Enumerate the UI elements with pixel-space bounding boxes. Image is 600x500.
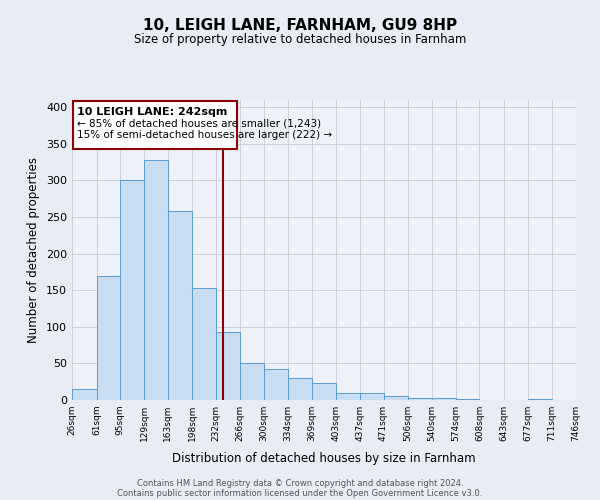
Text: ← 85% of detached houses are smaller (1,243): ← 85% of detached houses are smaller (1,… <box>77 118 321 128</box>
Bar <box>97 276 120 400</box>
Bar <box>193 288 216 400</box>
Text: 10, LEIGH LANE, FARNHAM, GU9 8HP: 10, LEIGH LANE, FARNHAM, GU9 8HP <box>143 18 457 32</box>
Bar <box>383 396 408 400</box>
Bar <box>432 398 455 400</box>
Bar <box>287 378 312 400</box>
Bar <box>312 383 336 400</box>
Bar <box>360 392 383 400</box>
Text: Size of property relative to detached houses in Farnham: Size of property relative to detached ho… <box>134 32 466 46</box>
Text: Contains HM Land Registry data © Crown copyright and database right 2024.: Contains HM Land Registry data © Crown c… <box>137 479 463 488</box>
Bar <box>528 398 552 400</box>
Bar <box>144 160 168 400</box>
Text: Contains public sector information licensed under the Open Government Licence v3: Contains public sector information licen… <box>118 489 482 498</box>
Text: 10 LEIGH LANE: 242sqm: 10 LEIGH LANE: 242sqm <box>77 106 227 117</box>
FancyBboxPatch shape <box>73 102 236 149</box>
Y-axis label: Number of detached properties: Number of detached properties <box>28 157 40 343</box>
Bar <box>408 398 432 400</box>
Bar <box>72 389 97 400</box>
Bar <box>336 392 360 400</box>
Bar <box>240 364 264 400</box>
Bar <box>168 211 193 400</box>
Bar <box>120 180 144 400</box>
Bar <box>216 332 240 400</box>
X-axis label: Distribution of detached houses by size in Farnham: Distribution of detached houses by size … <box>172 452 476 466</box>
Text: 15% of semi-detached houses are larger (222) →: 15% of semi-detached houses are larger (… <box>77 130 332 140</box>
Bar <box>264 368 287 400</box>
